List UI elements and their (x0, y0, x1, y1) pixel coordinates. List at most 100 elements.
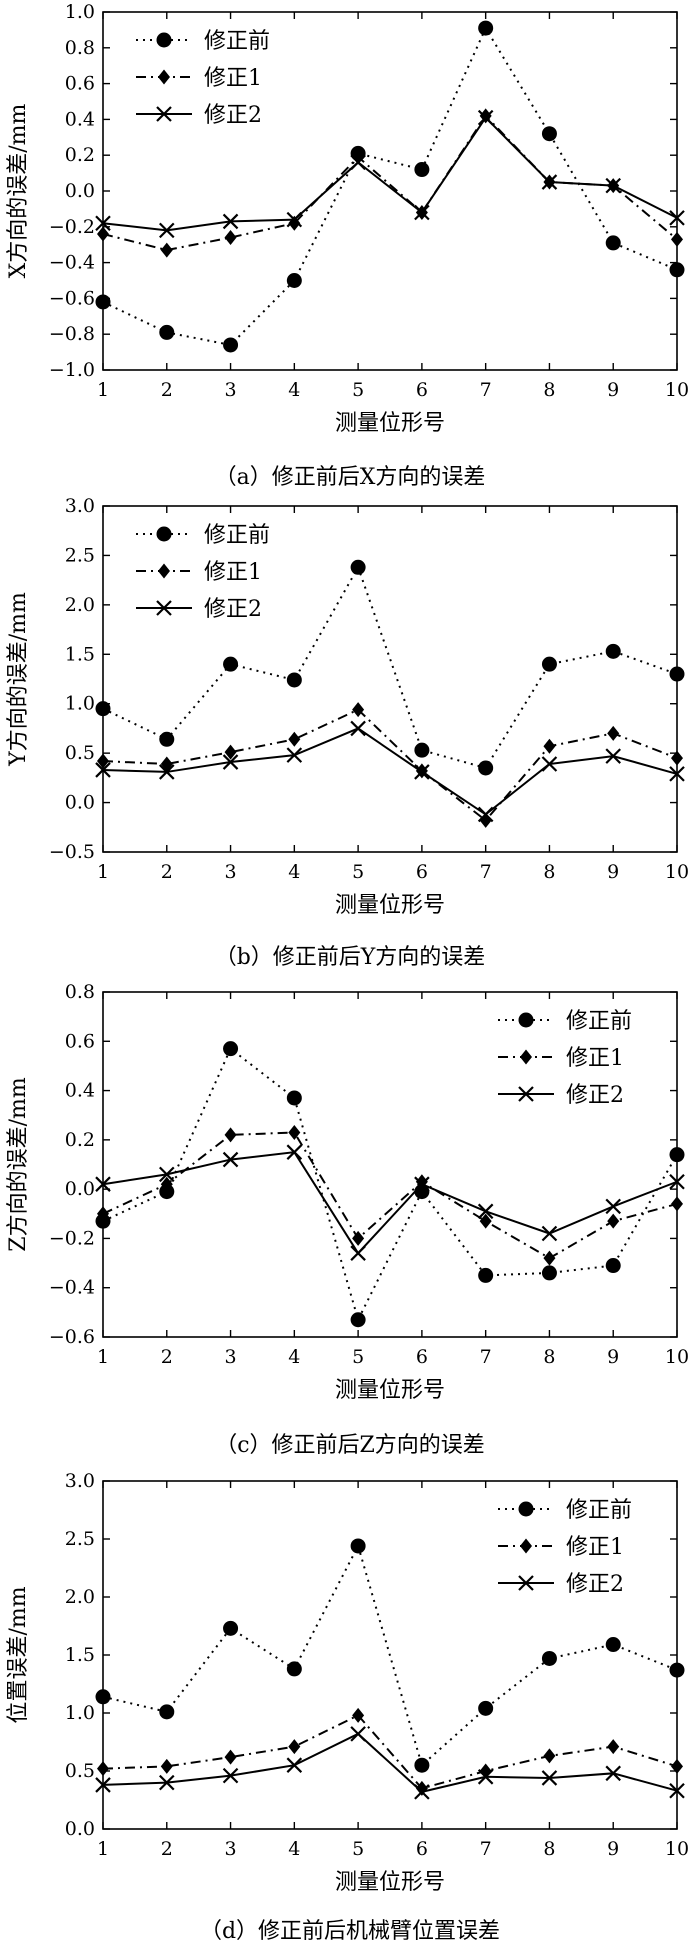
data-point (477, 1769, 494, 1785)
data-point (95, 1689, 111, 1705)
data-point (97, 226, 109, 242)
series-line (102, 1732, 678, 1793)
legend-marker (158, 563, 170, 579)
data-point (669, 766, 685, 782)
data-point (352, 702, 365, 718)
data-point (286, 1144, 303, 1160)
chart-caption: （a）修正前后X方向的误差 (215, 465, 486, 490)
data-point (95, 701, 111, 717)
data-point (414, 1176, 430, 1192)
data-point (97, 1761, 109, 1777)
y-tick-label: 0.0 (65, 180, 95, 202)
data-point (286, 273, 302, 288)
data-point (160, 242, 173, 258)
x-tick-label: 1 (97, 1346, 109, 1368)
data-point (350, 559, 366, 575)
x-axis-title: 测量位形号 (335, 1378, 445, 1403)
data-point (352, 1230, 365, 1246)
x-tick-label: 1 (97, 1838, 109, 1860)
y-tick-label: 0.8 (65, 981, 95, 1003)
x-tick-label: 6 (416, 1838, 428, 1860)
series-3 (95, 1144, 685, 1261)
legend-label: 修正1 (204, 66, 262, 91)
chart-caption: （b）修正前后Y方向的误差 (215, 945, 486, 970)
x-tick-label: 3 (225, 1346, 237, 1368)
data-point (478, 760, 494, 776)
data-point (477, 109, 494, 126)
data-point (605, 1637, 621, 1653)
data-point (669, 210, 685, 226)
data-point (541, 1265, 557, 1281)
chart-caption: （d）修正前后机械臂位置误差 (200, 1919, 500, 1944)
data-point (95, 762, 111, 778)
y-tick-label: 0.0 (65, 1178, 95, 1200)
series-line (102, 116, 678, 232)
series-line (102, 114, 678, 252)
x-tick-label: 2 (161, 1346, 173, 1368)
series-line (102, 1543, 678, 1768)
data-point (671, 1196, 683, 1212)
y-tick-label: 1.5 (65, 1644, 95, 1666)
x-tick-label: 5 (352, 1346, 364, 1368)
x-axis-title: 测量位形号 (335, 411, 445, 436)
data-point (669, 666, 685, 682)
data-point (605, 1198, 621, 1215)
legend-marker (156, 32, 172, 48)
y-tick-label: −0.5 (49, 841, 95, 863)
y-tick-label: 0.0 (65, 792, 95, 814)
x-tick-label: 5 (352, 379, 364, 401)
series-line (102, 727, 678, 816)
data-point (97, 1206, 109, 1222)
y-tick-label: 0.6 (65, 1030, 95, 1052)
legend-marker (520, 1049, 532, 1065)
data-point (350, 1312, 366, 1328)
x-tick-label: 2 (161, 1838, 173, 1860)
y-tick-label: 0.5 (65, 1760, 95, 1782)
x-tick-label: 9 (607, 861, 619, 883)
y-axis-title: X方向的误差/mm (6, 103, 31, 278)
x-tick-label: 7 (480, 1838, 492, 1860)
plot-frame (102, 505, 678, 853)
y-tick-label: −0.2 (49, 216, 95, 238)
data-point (288, 1124, 301, 1140)
data-point (414, 162, 430, 178)
y-tick-label: −0.4 (49, 1277, 95, 1299)
y-tick-label: 1.5 (65, 643, 95, 665)
series-line (102, 708, 678, 822)
data-point (95, 1777, 111, 1793)
x-axis-title: 测量位形号 (335, 893, 445, 918)
data-point (350, 720, 366, 737)
series-line (102, 1131, 678, 1260)
chart-caption: （c）修正前后Z方向的误差 (215, 1433, 485, 1458)
series-line (102, 1151, 678, 1255)
data-point (669, 1173, 685, 1190)
y-tick-label: 3.0 (65, 1470, 95, 1492)
series-1 (95, 1041, 685, 1328)
legend-label: 修正1 (204, 560, 262, 585)
data-point (350, 1726, 366, 1742)
chart-panel-3: −0.6 −0.4 −0.2 0.0 0.2 0.4 0.6 0.8 1 2 3 4 5 6 7 8 9 10 测量… (6, 981, 689, 1458)
data-point (414, 204, 430, 221)
data-point (478, 20, 494, 36)
y-tick-label: 1.0 (65, 1, 95, 23)
y-tick-label: 0.0 (65, 1818, 95, 1840)
y-tick-label: −0.6 (49, 1326, 95, 1348)
data-point (286, 211, 303, 228)
legend-marker (520, 1538, 532, 1554)
legend-marker (518, 1501, 534, 1517)
legend-label: 修正1 (566, 1046, 624, 1071)
series-3 (95, 1726, 685, 1800)
legend-marker (156, 600, 172, 616)
data-point (478, 1267, 494, 1283)
series-1 (95, 1538, 685, 1773)
data-point (478, 1700, 494, 1716)
x-tick-label: 2 (161, 379, 173, 401)
y-tick-label: 2.5 (65, 544, 95, 566)
data-point (97, 753, 109, 769)
plot-frame (102, 991, 678, 1338)
data-point (95, 294, 111, 310)
data-point (224, 230, 237, 246)
